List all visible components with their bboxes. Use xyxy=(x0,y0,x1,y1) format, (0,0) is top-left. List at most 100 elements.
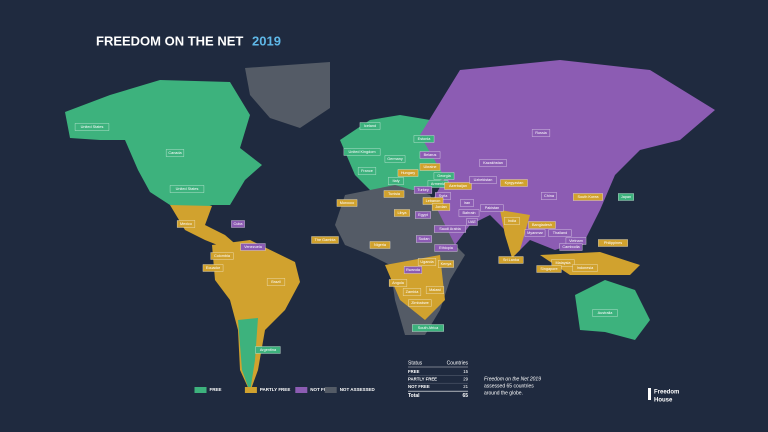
country-label-box xyxy=(559,243,583,251)
country-label: Singapore xyxy=(540,267,557,271)
country-label-box xyxy=(384,155,406,163)
country-label: Bahrain xyxy=(462,211,475,215)
country-label: Venezuela xyxy=(244,245,263,249)
country-label: Libya xyxy=(397,211,407,215)
country-label: Italy xyxy=(393,179,400,183)
country-label-box xyxy=(528,221,556,229)
country-label: Jordan xyxy=(435,205,447,209)
country-label-box xyxy=(425,286,445,294)
country-label: Uganda xyxy=(420,260,434,264)
country-label-box xyxy=(165,149,185,157)
country-label: Thailand xyxy=(553,231,568,235)
country-label: Pakistan xyxy=(485,206,500,210)
country-label-box xyxy=(417,258,437,266)
country-label-box xyxy=(592,309,618,317)
country-label: Kenya xyxy=(441,262,453,266)
country-label: Armenia xyxy=(431,182,446,186)
country-label-box xyxy=(419,163,441,171)
note-line: assessed 65 countries xyxy=(484,383,534,389)
greenland xyxy=(245,62,330,128)
country-label-box xyxy=(551,259,575,267)
note-line: Freedom on the Net 2019 xyxy=(484,376,541,382)
legend-label: NOT FREE xyxy=(310,387,333,392)
country-labels: United States Canada United States Iceland U… xyxy=(74,122,634,354)
country-label: Ecuador xyxy=(206,266,221,270)
country-label: Cuba xyxy=(233,222,243,226)
country-label-box xyxy=(415,211,431,219)
country-label: Colombia xyxy=(214,254,231,258)
note-line: around the globe. xyxy=(484,390,523,396)
country-label: Syria xyxy=(439,194,449,198)
country-label: France xyxy=(361,169,373,173)
logo-text: Freedom xyxy=(654,390,679,396)
country-label: Saudi Arabia xyxy=(439,227,461,231)
country-label: Brazil xyxy=(271,280,281,284)
country-label: United States xyxy=(81,125,104,129)
country-label: Morocco xyxy=(340,201,355,205)
central-america xyxy=(170,205,240,250)
country-label: Malaysia xyxy=(556,261,572,265)
country-label: Sri Lanka xyxy=(503,258,520,262)
country-label-box xyxy=(176,220,196,228)
country-label: The Gambia xyxy=(315,238,337,242)
country-label: Estonia xyxy=(418,137,432,141)
table-header: Status xyxy=(408,360,423,366)
country-label-box xyxy=(458,209,480,217)
maritime-asia xyxy=(540,252,640,275)
country-label-box xyxy=(169,185,205,193)
legend-swatch xyxy=(194,387,207,393)
country-label-box xyxy=(397,169,419,177)
country-label-box xyxy=(469,176,497,184)
country-label-box xyxy=(541,192,557,200)
country-label: Vietnam xyxy=(569,239,583,243)
south-america xyxy=(212,240,300,392)
country-label-box xyxy=(388,279,408,287)
country-label: Indonesia xyxy=(577,266,594,270)
status-table: Status Countries FREE 15 PARTLY FREE 29 NOT FR… xyxy=(408,360,469,399)
table-status: NOT FREE xyxy=(408,384,430,389)
country-label-box xyxy=(434,244,458,252)
country-label: Nigeria xyxy=(374,243,387,247)
country-label: Zambia xyxy=(406,290,420,294)
country-label: Australia xyxy=(598,311,614,315)
logo-mark xyxy=(648,388,651,400)
country-label-box xyxy=(336,199,358,207)
country-label: China xyxy=(544,194,555,198)
table-total-label: Total xyxy=(408,393,420,399)
country-label-box xyxy=(369,241,391,249)
country-label-box xyxy=(74,123,110,131)
country-label-box xyxy=(572,264,598,272)
country-label-box xyxy=(394,209,410,217)
country-label: Japan xyxy=(621,195,631,199)
legend-label: PARTLY FREE xyxy=(260,387,290,392)
country-label-box xyxy=(434,225,466,233)
table-status: PARTLY FREE xyxy=(408,377,437,382)
country-label: United Kingdom xyxy=(348,150,375,154)
legend: FREE PARTLY FREE NOT FREE NOT ASSESSED xyxy=(194,387,376,393)
country-label-box xyxy=(240,243,266,251)
country-label: Bangladesh xyxy=(532,223,552,227)
country-label-box xyxy=(413,135,435,143)
country-label-box xyxy=(412,324,444,332)
country-label-box xyxy=(357,167,377,175)
country-label: Mexico xyxy=(180,222,192,226)
country-label: Georgia xyxy=(437,174,451,178)
country-label: Philippines xyxy=(604,241,622,245)
country-label-box xyxy=(419,151,441,159)
country-label: Azerbaijan xyxy=(449,184,467,188)
country-label-box xyxy=(433,172,455,180)
country-label: Zimbabwe xyxy=(411,301,429,305)
country-label: Kazakhstan xyxy=(483,161,503,165)
country-label-box xyxy=(413,186,433,194)
logo-text: House xyxy=(654,398,673,404)
country-label: Iceland xyxy=(364,124,376,128)
country-label-box xyxy=(480,204,504,212)
legend-label: FREE xyxy=(210,387,222,392)
country-label: Rwanda xyxy=(406,268,421,272)
country-label-box xyxy=(573,193,603,201)
table-count: 29 xyxy=(463,377,468,382)
country-label-box xyxy=(498,256,524,264)
country-label-box xyxy=(466,218,478,226)
legend-swatch xyxy=(244,387,257,393)
country-label-box xyxy=(548,229,572,237)
